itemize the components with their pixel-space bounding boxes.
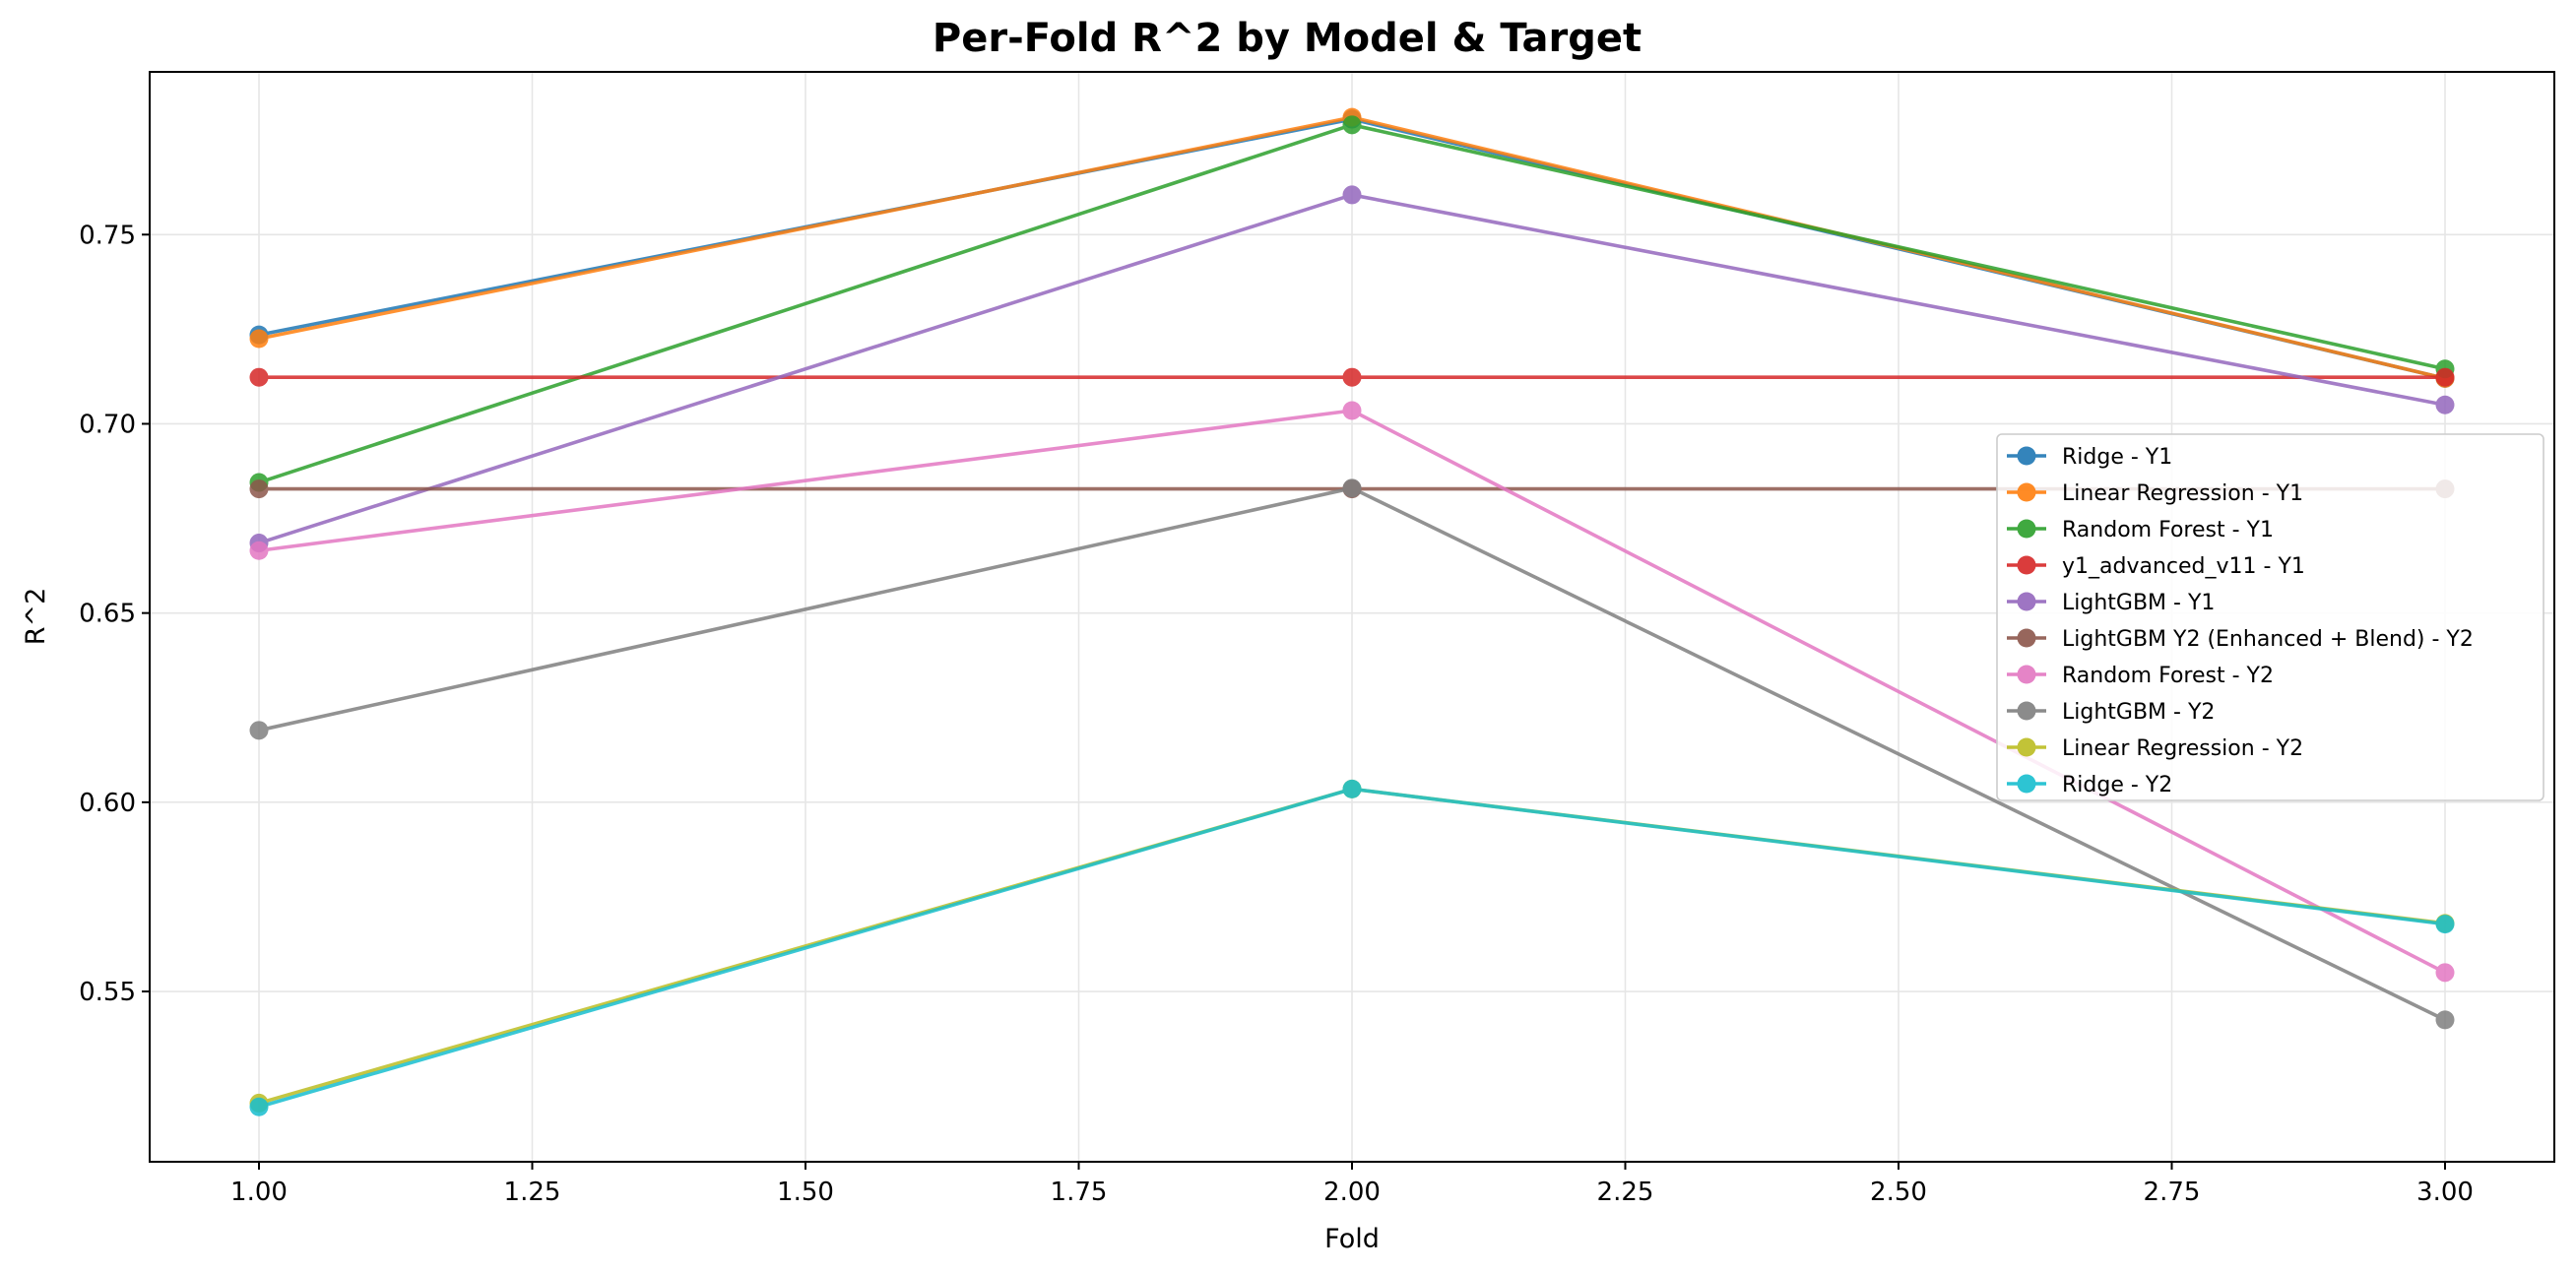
y-tick-label: 0.75 — [79, 221, 136, 250]
x-tick-label: 2.25 — [1597, 1178, 1654, 1207]
data-point — [249, 721, 269, 740]
legend-label: Random Forest - Y2 — [2062, 664, 2274, 688]
data-point — [2435, 963, 2455, 983]
legend-swatch-marker — [2017, 701, 2036, 721]
x-tick-label: 2.00 — [1323, 1178, 1381, 1207]
legend-label: Linear Regression - Y2 — [2062, 736, 2303, 761]
legend-item — [2007, 628, 2046, 648]
legend-swatch-marker — [2017, 482, 2036, 502]
x-tick-label: 1.75 — [1051, 1178, 1108, 1207]
legend-item — [2007, 519, 2046, 539]
series-4 — [249, 367, 2455, 387]
data-point — [249, 1097, 269, 1116]
legend-swatch-marker — [2017, 737, 2036, 757]
legend-item — [2007, 737, 2046, 757]
x-tick-label: 3.00 — [2416, 1178, 2474, 1207]
data-point — [1342, 401, 1362, 420]
chart-title: Per-Fold R^2 by Model & Target — [933, 16, 1642, 61]
data-point — [2435, 915, 2455, 934]
legend-swatch-marker — [2017, 592, 2036, 611]
y-tick-label: 0.60 — [79, 789, 136, 818]
data-point — [1342, 115, 1362, 135]
x-tick-label: 2.75 — [2144, 1178, 2201, 1207]
y-tick-label: 0.55 — [79, 978, 136, 1007]
x-tick-label: 1.50 — [777, 1178, 834, 1207]
data-point — [249, 541, 269, 560]
x-tick-label: 1.00 — [230, 1178, 288, 1207]
y-tick-label: 0.65 — [79, 600, 136, 629]
data-point — [249, 329, 269, 349]
legend-box — [1996, 433, 2544, 801]
legend-swatch-marker — [2017, 519, 2036, 539]
legend-item — [2007, 482, 2046, 502]
data-point — [2435, 1010, 2455, 1030]
legend-label: LightGBM Y2 (Enhanced + Blend) - Y2 — [2062, 627, 2474, 652]
x-tick-label: 2.50 — [1870, 1178, 1927, 1207]
data-point — [249, 367, 269, 387]
data-point — [2435, 395, 2455, 414]
data-point — [249, 479, 269, 499]
legend-swatch-marker — [2017, 628, 2036, 648]
legend-label: LightGBM - Y2 — [2062, 700, 2215, 725]
data-point — [1342, 478, 1362, 498]
x-axis-label: Fold — [1324, 1224, 1380, 1254]
data-point — [1342, 185, 1362, 205]
legend-label: Ridge - Y2 — [2062, 773, 2172, 797]
data-point — [1342, 779, 1362, 798]
data-point — [2435, 367, 2455, 387]
legend: Ridge - Y1 Linear Regression - Y1 Random F… — [1996, 433, 2544, 801]
legend-label: Random Forest - Y1 — [2062, 518, 2274, 542]
legend-label: y1_advanced_v11 - Y1 — [2062, 554, 2305, 579]
x-tick-label: 1.25 — [504, 1178, 561, 1207]
legend-item — [2007, 701, 2046, 721]
legend-item — [2007, 774, 2046, 794]
legend-swatch-marker — [2017, 665, 2036, 684]
legend-item — [2007, 665, 2046, 684]
series-8 — [249, 478, 2455, 1030]
legend-swatch-marker — [2017, 774, 2036, 794]
data-point — [1342, 367, 1362, 387]
legend-item — [2007, 446, 2046, 466]
legend-label: Linear Regression - Y1 — [2062, 481, 2303, 506]
legend-item — [2007, 555, 2046, 575]
legend-label: Ridge - Y1 — [2062, 445, 2172, 470]
y-axis-label: R^2 — [21, 588, 51, 646]
series-10 — [249, 779, 2455, 1116]
legend-label: LightGBM - Y1 — [2062, 591, 2215, 615]
legend-swatch-marker — [2017, 555, 2036, 575]
legend-item — [2007, 592, 2046, 611]
axis-ticks: 1.00 1.25 1.50 1.75 2.00 2.25 2.50 2.75 3.00 0.55… — [79, 221, 2474, 1207]
y-tick-label: 0.70 — [79, 410, 136, 439]
grid — [150, 72, 2554, 1162]
legend-swatch-marker — [2017, 446, 2036, 466]
